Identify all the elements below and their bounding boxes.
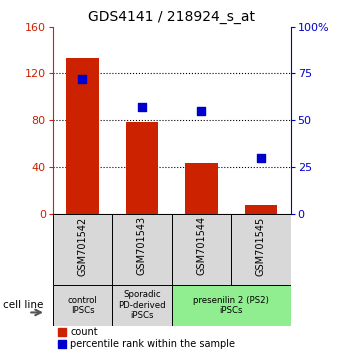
Text: GSM701545: GSM701545 xyxy=(256,216,266,275)
Bar xyxy=(172,214,231,285)
Bar xyxy=(172,285,291,326)
Text: control
IPSCs: control IPSCs xyxy=(68,296,97,315)
Bar xyxy=(185,162,218,214)
Point xyxy=(80,76,85,82)
Text: GSM701543: GSM701543 xyxy=(137,216,147,275)
Bar xyxy=(53,285,112,326)
Title: GDS4141 / 218924_s_at: GDS4141 / 218924_s_at xyxy=(88,10,255,24)
Bar xyxy=(244,205,277,214)
Point xyxy=(258,155,264,161)
Bar xyxy=(66,58,99,214)
Point xyxy=(139,104,145,110)
Text: GSM701544: GSM701544 xyxy=(197,216,206,275)
Legend: count, percentile rank within the sample: count, percentile rank within the sample xyxy=(57,327,235,349)
Text: presenilin 2 (PS2)
iPSCs: presenilin 2 (PS2) iPSCs xyxy=(193,296,269,315)
Bar xyxy=(125,121,158,214)
Bar xyxy=(112,214,172,285)
Bar xyxy=(53,214,112,285)
Text: Sporadic
PD-derived
iPSCs: Sporadic PD-derived iPSCs xyxy=(118,290,166,320)
Text: cell line: cell line xyxy=(3,300,44,310)
Text: GSM701542: GSM701542 xyxy=(78,216,87,275)
Bar xyxy=(231,214,291,285)
Bar xyxy=(112,285,172,326)
Point xyxy=(199,108,204,114)
